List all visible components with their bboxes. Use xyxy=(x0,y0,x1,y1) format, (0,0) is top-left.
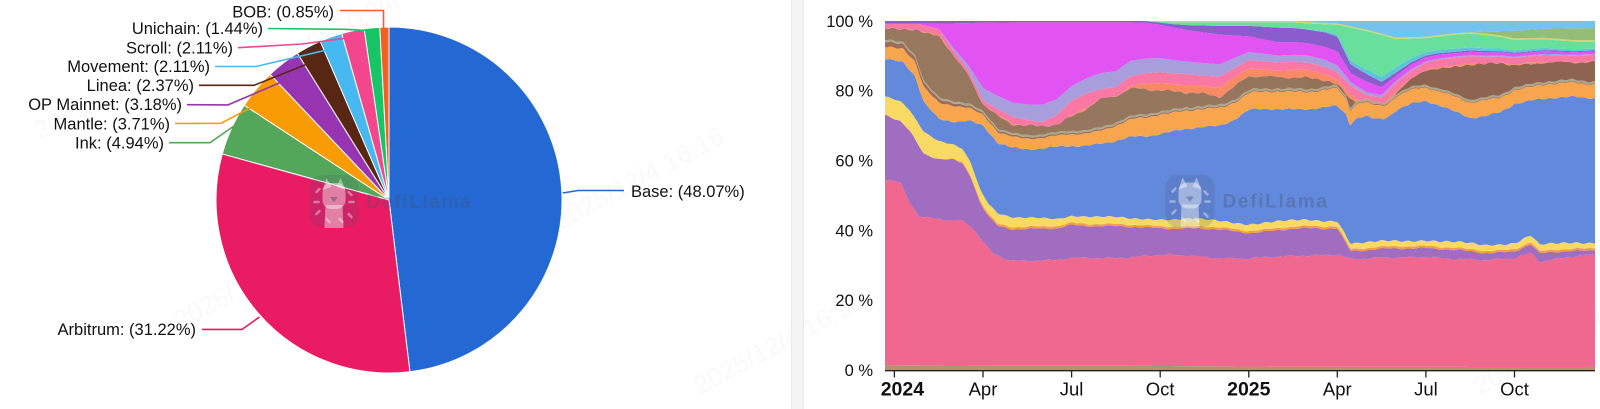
svg-text:Arbitrum: (31.22%): Arbitrum: (31.22%) xyxy=(58,321,196,339)
svg-text:Ink: (4.94%): Ink: (4.94%) xyxy=(75,134,164,152)
svg-text:DefiLlama: DefiLlama xyxy=(1223,192,1329,213)
svg-text:Scroll: (2.11%): Scroll: (2.11%) xyxy=(126,39,233,57)
svg-text:Linea: (2.37%): Linea: (2.37%) xyxy=(87,77,194,95)
svg-text:Oct: Oct xyxy=(1146,379,1175,400)
svg-text:Unichain: (1.44%): Unichain: (1.44%) xyxy=(132,20,263,38)
svg-text:DefiLlama: DefiLlama xyxy=(367,192,473,213)
svg-text:Jul: Jul xyxy=(1414,379,1438,400)
svg-text:Apr: Apr xyxy=(1323,379,1352,400)
svg-text:100 %: 100 % xyxy=(826,13,873,31)
svg-text:OP Mainnet: (3.18%): OP Mainnet: (3.18%) xyxy=(28,96,182,114)
svg-text:80 %: 80 % xyxy=(835,83,873,101)
svg-text:Jul: Jul xyxy=(1060,379,1084,400)
svg-text:2024: 2024 xyxy=(881,379,925,401)
svg-text:BOB: (0.85%): BOB: (0.85%) xyxy=(232,3,334,21)
svg-text:2025: 2025 xyxy=(1227,379,1271,401)
svg-text:Movement: (2.11%): Movement: (2.11%) xyxy=(67,58,210,76)
svg-text:Apr: Apr xyxy=(969,379,998,400)
svg-text:Base: (48.07%): Base: (48.07%) xyxy=(631,183,745,201)
svg-text:40 %: 40 % xyxy=(835,222,873,240)
svg-text:60 %: 60 % xyxy=(835,153,873,171)
svg-text:Oct: Oct xyxy=(1500,379,1529,400)
svg-text:20 %: 20 % xyxy=(835,292,873,310)
svg-text:0 %: 0 % xyxy=(845,362,874,380)
svg-text:Mantle: (3.71%): Mantle: (3.71%) xyxy=(54,115,170,133)
